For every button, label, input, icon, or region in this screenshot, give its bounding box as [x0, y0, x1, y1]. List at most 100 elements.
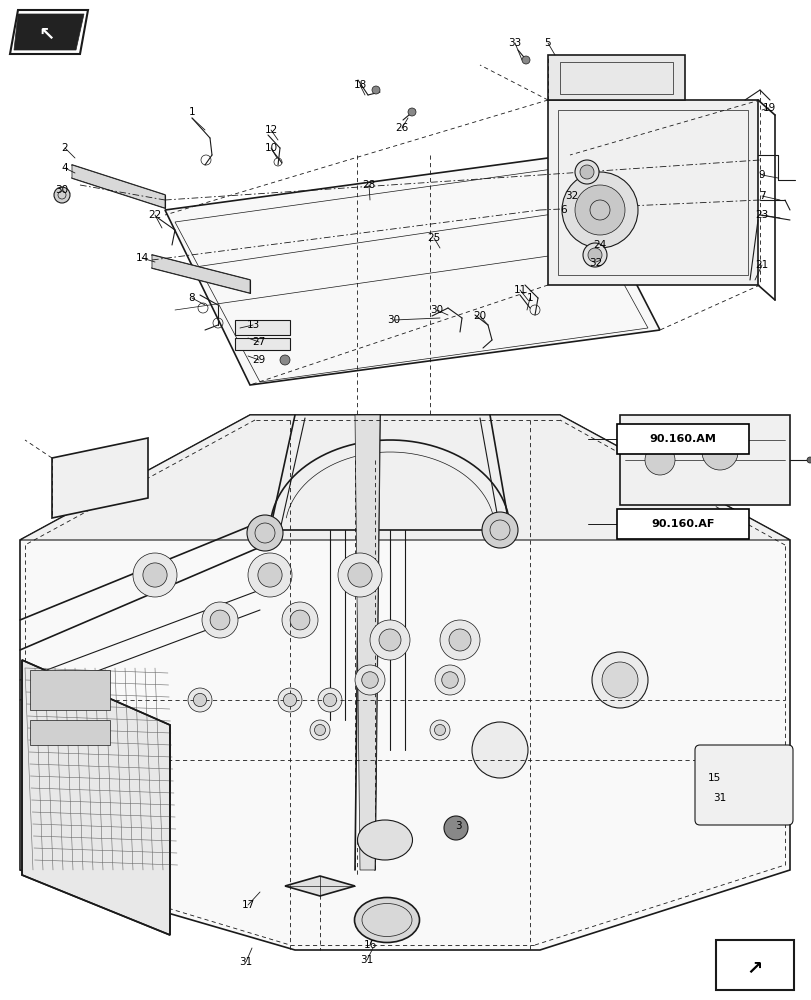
Text: 1: 1: [188, 107, 195, 117]
Text: 13: 13: [246, 320, 260, 330]
Text: 19: 19: [762, 103, 775, 113]
FancyBboxPatch shape: [616, 424, 748, 454]
Circle shape: [283, 693, 296, 707]
Circle shape: [280, 355, 290, 365]
Text: 16: 16: [363, 940, 376, 950]
Circle shape: [143, 563, 167, 587]
Circle shape: [210, 610, 230, 630]
Polygon shape: [547, 55, 684, 100]
Text: 21: 21: [754, 260, 768, 270]
Polygon shape: [20, 415, 789, 540]
Circle shape: [354, 665, 384, 695]
Circle shape: [471, 722, 527, 778]
Polygon shape: [72, 165, 165, 208]
Text: 14: 14: [135, 253, 148, 263]
Circle shape: [521, 56, 530, 64]
Circle shape: [277, 688, 302, 712]
Circle shape: [601, 662, 637, 698]
Circle shape: [188, 688, 212, 712]
Circle shape: [370, 620, 410, 660]
Polygon shape: [10, 10, 88, 54]
Text: 15: 15: [706, 773, 719, 783]
Circle shape: [247, 515, 283, 551]
Circle shape: [561, 172, 637, 248]
Circle shape: [318, 688, 341, 712]
Text: 28: 28: [362, 180, 375, 190]
Text: 22: 22: [148, 210, 161, 220]
Polygon shape: [20, 415, 789, 950]
Circle shape: [371, 86, 380, 94]
Ellipse shape: [354, 898, 419, 942]
Text: 26: 26: [395, 123, 408, 133]
Text: ↖: ↖: [39, 24, 55, 43]
Circle shape: [574, 185, 624, 235]
Polygon shape: [547, 100, 757, 285]
Circle shape: [435, 665, 465, 695]
Text: 25: 25: [427, 233, 440, 243]
Circle shape: [644, 445, 674, 475]
Circle shape: [440, 620, 479, 660]
Text: 5: 5: [544, 38, 551, 48]
Circle shape: [430, 720, 449, 740]
Circle shape: [337, 553, 381, 597]
Circle shape: [54, 187, 70, 203]
Text: 27: 27: [252, 337, 265, 347]
Polygon shape: [22, 660, 169, 935]
Circle shape: [434, 724, 445, 736]
Polygon shape: [620, 415, 789, 505]
Polygon shape: [152, 255, 250, 293]
Circle shape: [806, 457, 811, 463]
Circle shape: [441, 672, 457, 688]
Text: 4: 4: [62, 163, 68, 173]
Circle shape: [193, 693, 206, 707]
Circle shape: [202, 602, 238, 638]
Circle shape: [281, 602, 318, 638]
Circle shape: [702, 434, 737, 470]
Polygon shape: [14, 14, 84, 50]
Text: 20: 20: [473, 311, 486, 321]
Bar: [30, 670, 109, 710]
Polygon shape: [52, 438, 148, 518]
Text: 90.160.AF: 90.160.AF: [650, 519, 714, 529]
Text: ↗: ↗: [746, 958, 762, 978]
Bar: [715, 940, 793, 990]
Text: 9: 9: [757, 170, 765, 180]
Bar: [234, 320, 290, 335]
Bar: [30, 720, 109, 745]
Circle shape: [407, 108, 415, 116]
Circle shape: [448, 629, 470, 651]
Text: 12: 12: [264, 125, 277, 135]
Text: 30: 30: [430, 305, 443, 315]
Circle shape: [258, 563, 281, 587]
Circle shape: [347, 563, 371, 587]
Text: 10: 10: [264, 143, 277, 153]
Text: 30: 30: [55, 185, 68, 195]
Text: 7: 7: [757, 191, 765, 201]
Circle shape: [579, 165, 594, 179]
Polygon shape: [285, 876, 354, 896]
Text: 31: 31: [360, 955, 373, 965]
Text: 17: 17: [241, 900, 255, 910]
Circle shape: [482, 512, 517, 548]
Text: 6: 6: [560, 205, 567, 215]
Circle shape: [574, 160, 599, 184]
Text: 29: 29: [252, 355, 265, 365]
Circle shape: [587, 248, 601, 262]
Text: 23: 23: [754, 210, 768, 220]
Text: 90.160.AM: 90.160.AM: [649, 434, 715, 444]
Text: 18: 18: [353, 80, 367, 90]
Polygon shape: [165, 155, 659, 385]
Text: 11: 11: [513, 285, 526, 295]
Text: 8: 8: [188, 293, 195, 303]
Polygon shape: [354, 415, 380, 870]
FancyBboxPatch shape: [694, 745, 792, 825]
Text: 30: 30: [387, 315, 400, 325]
Text: 31: 31: [239, 957, 252, 967]
Text: 2: 2: [62, 143, 68, 153]
Ellipse shape: [357, 820, 412, 860]
Text: 32: 32: [564, 191, 578, 201]
Circle shape: [310, 720, 329, 740]
Circle shape: [314, 724, 325, 736]
Text: 33: 33: [508, 38, 521, 48]
Circle shape: [379, 629, 401, 651]
